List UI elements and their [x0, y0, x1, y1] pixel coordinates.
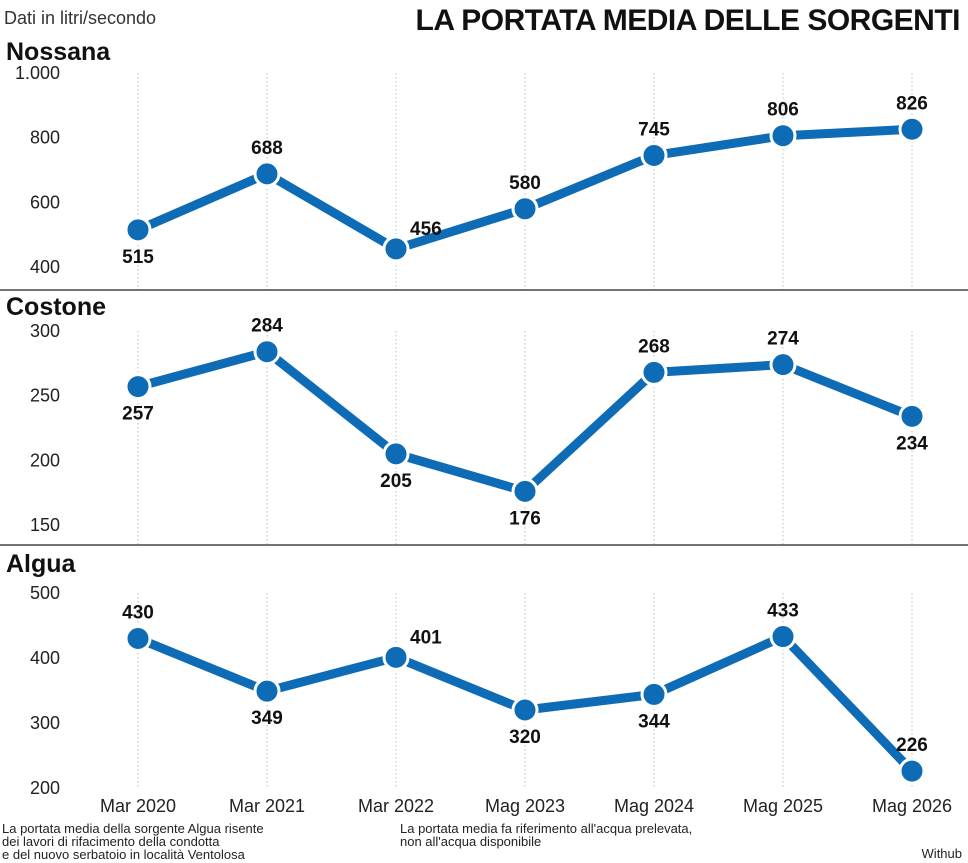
data-label: 580	[509, 173, 541, 194]
data-label: 205	[380, 471, 412, 492]
data-point	[124, 216, 152, 244]
x-tick-label: Mag 2025	[743, 796, 823, 816]
source-label: Withub	[922, 846, 962, 861]
y-tick-label: 300	[30, 713, 60, 733]
x-tick-label: Mar 2020	[100, 796, 176, 816]
data-point	[382, 235, 410, 263]
data-point	[898, 402, 926, 430]
data-point	[511, 195, 539, 223]
series-line-costone	[133, 347, 917, 496]
x-tick-label: Mar 2021	[229, 796, 305, 816]
panel-title-costone: Costone	[6, 293, 106, 321]
data-label: 284	[251, 316, 283, 337]
data-point	[898, 115, 926, 143]
x-tick-label: Mar 2022	[358, 796, 434, 816]
y-tick-label: 250	[30, 386, 60, 406]
data-label: 401	[410, 627, 442, 648]
data-point	[769, 623, 797, 651]
data-label: 234	[896, 433, 928, 454]
data-label: 349	[251, 708, 283, 729]
data-point	[898, 757, 926, 785]
x-tick-label: Mag 2026	[872, 796, 952, 816]
data-labels: 515 688 456 580 745 806 826 257 284 205 176 268 274 2…	[122, 93, 928, 756]
series-points	[124, 115, 926, 785]
data-label: 344	[638, 711, 670, 732]
note-right-line-1: La portata media fa riferimento all'acqu…	[400, 821, 692, 836]
x-tick-label: Mag 2024	[614, 796, 694, 816]
y-tick-label: 600	[30, 192, 60, 212]
data-label: 226	[896, 735, 928, 756]
y-tick-label: 300	[30, 321, 60, 341]
data-point	[511, 696, 539, 724]
data-label: 430	[122, 603, 154, 624]
data-label: 433	[767, 601, 799, 622]
data-label: 257	[122, 404, 154, 425]
y-tick-label: 150	[30, 515, 60, 535]
y-tick-label: 200	[30, 778, 60, 798]
panel-separators	[0, 289, 968, 546]
panel-title-algua: Algua	[6, 550, 77, 578]
data-point	[124, 373, 152, 401]
data-label: 745	[638, 119, 670, 140]
y-tick-label: 400	[30, 257, 60, 277]
chart-title: LA PORTATA MEDIA DELLE SORGENTI	[416, 4, 960, 37]
data-point	[382, 643, 410, 671]
y-tick-label: 800	[30, 128, 60, 148]
note-right-line-2: non all'acqua disponibile	[400, 834, 541, 849]
note-left-line-2: dei lavori di rifacimento della condotta	[2, 834, 220, 849]
data-point	[511, 477, 539, 505]
data-point	[640, 141, 668, 169]
note-left-line-3: e del nuovo serbatoio in località Ventol…	[2, 847, 246, 862]
data-label: 274	[767, 329, 799, 350]
units-label: Dati in litri/secondo	[4, 8, 156, 28]
data-label: 176	[509, 508, 541, 529]
data-point	[769, 122, 797, 150]
note-left-line-1: La portata media della sorgente Algua ri…	[2, 821, 264, 836]
data-label: 268	[638, 336, 670, 357]
data-point	[382, 440, 410, 468]
data-point	[253, 338, 281, 366]
data-point	[769, 351, 797, 379]
panel-title-nossana: Nossana	[6, 38, 111, 66]
data-label: 826	[896, 93, 928, 114]
data-label: 515	[122, 247, 154, 268]
y-tick-label: 500	[30, 583, 60, 603]
y-tick-label: 400	[30, 648, 60, 668]
data-point	[124, 625, 152, 652]
data-point	[640, 680, 668, 708]
data-point	[253, 160, 281, 188]
y-tick-label: 1.000	[15, 63, 60, 83]
data-label: 320	[509, 727, 541, 748]
data-point	[253, 677, 281, 705]
y-tick-label: 200	[30, 450, 60, 470]
x-tick-label: Mag 2023	[485, 796, 565, 816]
data-point	[640, 358, 668, 386]
axis-labels: Nossana 400 600 800 1.000 Costone 150 200 250 300…	[6, 38, 952, 816]
data-label: 806	[767, 100, 799, 121]
data-label: 456	[410, 219, 442, 240]
data-label: 688	[251, 138, 283, 159]
